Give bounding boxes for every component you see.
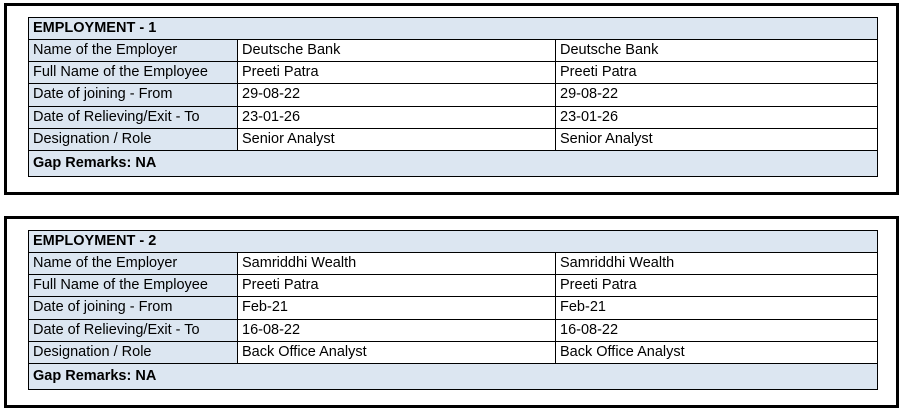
row-label-employee-name: Full Name of the Employee bbox=[28, 61, 238, 85]
table-title: EMPLOYMENT - 1 bbox=[27, 16, 879, 41]
row-value-employer-2: Deutsche Bank bbox=[554, 39, 879, 63]
table-row: Name of the Employer Samriddhi Wealth Sa… bbox=[28, 252, 879, 276]
row-value-employee-name-1: Preeti Patra bbox=[237, 274, 556, 298]
row-label-date-relieving: Date of Relieving/Exit - To bbox=[28, 318, 238, 342]
gap-remarks-row: Gap Remarks: NA bbox=[27, 149, 879, 177]
row-label-designation: Designation / Role bbox=[28, 340, 238, 364]
row-value-employer-1: Deutsche Bank bbox=[237, 39, 556, 63]
table-title: EMPLOYMENT - 2 bbox=[27, 229, 879, 254]
table-row: Date of joining - From Feb-21 Feb-21 bbox=[28, 296, 879, 320]
row-label-employee-name: Full Name of the Employee bbox=[28, 274, 238, 298]
row-label-date-joining: Date of joining - From bbox=[28, 83, 238, 107]
row-value-date-relieving-1: 16-08-22 bbox=[237, 318, 556, 342]
employment-table-1: EMPLOYMENT - 1 Name of the Employer Deut… bbox=[27, 16, 879, 177]
table-row: Date of joining - From 29-08-22 29-08-22 bbox=[28, 83, 879, 107]
row-label-employer: Name of the Employer bbox=[28, 252, 238, 276]
row-value-date-relieving-2: 23-01-26 bbox=[554, 105, 879, 129]
row-value-date-relieving-2: 16-08-22 bbox=[554, 318, 879, 342]
row-value-date-relieving-1: 23-01-26 bbox=[237, 105, 556, 129]
table-title-row: EMPLOYMENT - 2 bbox=[27, 229, 879, 254]
table-row: Full Name of the Employee Preeti Patra P… bbox=[28, 274, 879, 298]
row-value-date-joining-2: Feb-21 bbox=[554, 296, 879, 320]
row-value-employee-name-1: Preeti Patra bbox=[237, 61, 556, 85]
row-value-date-joining-2: 29-08-22 bbox=[554, 83, 879, 107]
table-row: Designation / Role Senior Analyst Senior… bbox=[28, 127, 879, 151]
table-row: Name of the Employer Deutsche Bank Deuts… bbox=[28, 39, 879, 63]
employment-section-1: EMPLOYMENT - 1 Name of the Employer Deut… bbox=[4, 3, 899, 195]
table-row: Designation / Role Back Office Analyst B… bbox=[28, 340, 879, 364]
table-row: Date of Relieving/Exit - To 16-08-22 16-… bbox=[28, 318, 879, 342]
row-value-date-joining-1: Feb-21 bbox=[237, 296, 556, 320]
row-label-date-joining: Date of joining - From bbox=[28, 296, 238, 320]
row-label-employer: Name of the Employer bbox=[28, 39, 238, 63]
row-value-designation-2: Back Office Analyst bbox=[554, 340, 879, 364]
row-value-date-joining-1: 29-08-22 bbox=[237, 83, 556, 107]
row-label-date-relieving: Date of Relieving/Exit - To bbox=[28, 105, 238, 129]
table-row: Date of Relieving/Exit - To 23-01-26 23-… bbox=[28, 105, 879, 129]
row-value-designation-1: Back Office Analyst bbox=[237, 340, 556, 364]
row-value-employer-1: Samriddhi Wealth bbox=[237, 252, 556, 276]
row-value-employee-name-2: Preeti Patra bbox=[554, 274, 879, 298]
gap-remarks: Gap Remarks: NA bbox=[27, 149, 879, 177]
gap-remarks-row: Gap Remarks: NA bbox=[27, 362, 879, 390]
row-value-designation-2: Senior Analyst bbox=[554, 127, 879, 151]
employment-section-2: EMPLOYMENT - 2 Name of the Employer Samr… bbox=[4, 216, 899, 408]
row-value-employee-name-2: Preeti Patra bbox=[554, 61, 879, 85]
employment-table-2: EMPLOYMENT - 2 Name of the Employer Samr… bbox=[27, 229, 879, 390]
gap-remarks: Gap Remarks: NA bbox=[27, 362, 879, 390]
table-row: Full Name of the Employee Preeti Patra P… bbox=[28, 61, 879, 85]
table-title-row: EMPLOYMENT - 1 bbox=[27, 16, 879, 41]
row-value-designation-1: Senior Analyst bbox=[237, 127, 556, 151]
row-value-employer-2: Samriddhi Wealth bbox=[554, 252, 879, 276]
row-label-designation: Designation / Role bbox=[28, 127, 238, 151]
